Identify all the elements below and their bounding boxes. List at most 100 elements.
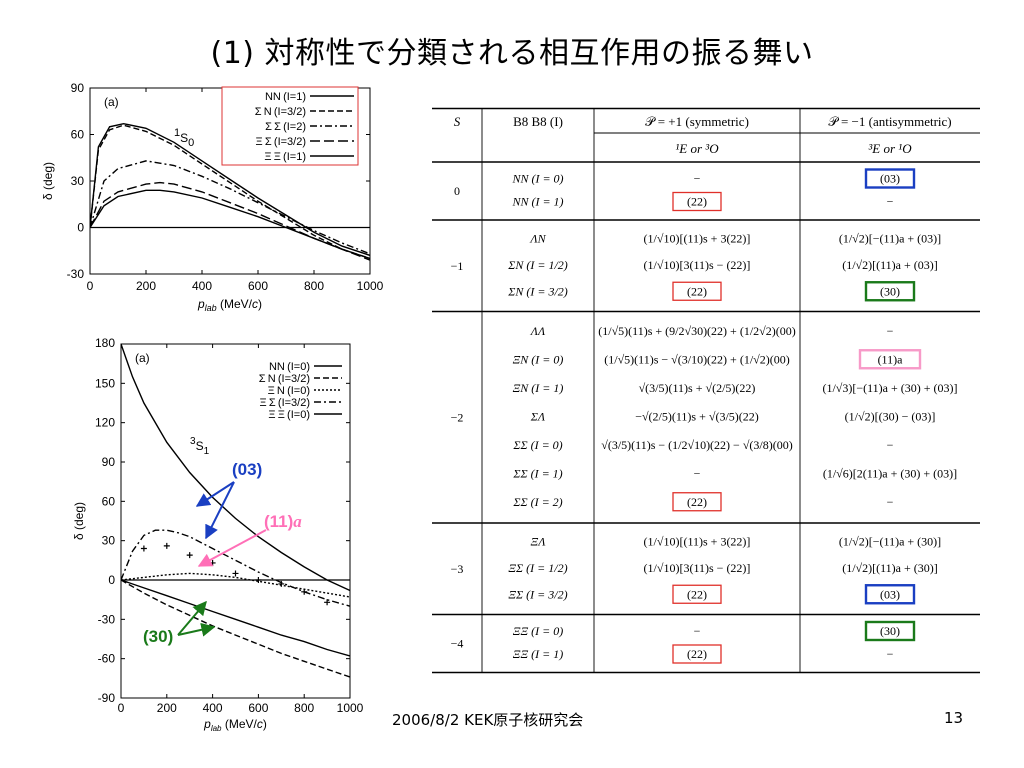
y-axis-label: δ (deg) — [41, 162, 55, 200]
cell-anti: (1/√6)[2(11)a + (30) + (03)] — [823, 466, 957, 480]
slide-title: (1) 対称性で分類される相互作用の振る舞い — [210, 36, 814, 71]
legend-label-4: Ξ Σ (I=3/2) — [260, 397, 310, 409]
cell-s: −2 — [451, 410, 464, 424]
y-tick-label: 30 — [102, 534, 116, 548]
legend-label-5: Ξ Ξ (I=1) — [264, 151, 306, 163]
cell-sym: (1/√5)(11)s + (9/2√30)(22) + (1/2√2)(00) — [598, 324, 795, 338]
y-axis-label: δ (deg) — [72, 502, 86, 540]
arrow-11a — [197, 529, 267, 567]
footer-date: 2006/8/2 KEK原子核研究会 — [392, 711, 584, 729]
arrow-30-sn — [177, 600, 207, 636]
series-line-2 — [121, 579, 350, 678]
cell-anti: − — [887, 438, 894, 452]
panel-label: (a) — [104, 95, 119, 109]
cell-sym: (22) — [687, 284, 707, 298]
header-sym-sub: ¹E or ³O — [675, 141, 719, 156]
annotation-11a: (11)a — [264, 512, 302, 531]
header-pair: B8 B8 (I) — [513, 114, 563, 129]
cell-box-red — [672, 281, 722, 301]
cell-pair: ΣΛ — [530, 409, 546, 423]
data-point — [140, 545, 147, 552]
legend-label-3: Ξ N (I=0) — [268, 385, 310, 397]
y-tick-label: 0 — [108, 573, 115, 587]
cell-s: −4 — [451, 637, 464, 651]
cell-anti: (1/√2)[(11)a + (03)] — [842, 258, 938, 272]
cell-sym: (1/√5)(11)s − √(3/10)(22) + (1/√2)(00) — [604, 352, 789, 366]
y-tick-label: 60 — [102, 494, 116, 508]
series-line-3 — [121, 572, 350, 598]
data-point — [232, 570, 239, 577]
cell-box-red — [672, 584, 722, 604]
cell-anti: (03) — [880, 587, 900, 601]
header-sym: 𝒫 = +1 (symmetric) — [645, 114, 749, 129]
cell-anti: − — [887, 324, 894, 338]
cell-pair: ΞΣ (I = 3/2) — [508, 587, 567, 601]
cell-sym: (1/√10)[3(11)s − (22)] — [644, 561, 751, 575]
y-tick-label: 60 — [71, 128, 85, 142]
series-line-5 — [90, 189, 370, 260]
x-axis-label: plab (MeV/c) — [197, 297, 262, 313]
data-point — [186, 552, 193, 559]
data-point — [324, 599, 331, 606]
cell-pair: ΣN (I = 3/2) — [507, 284, 568, 298]
x-tick-label: 800 — [304, 279, 324, 293]
cell-pair: ΞΣ (I = 1/2) — [508, 561, 567, 575]
cell-s: −1 — [451, 259, 464, 273]
y-tick-label-top: 180 — [95, 336, 115, 350]
y-tick-label: 0 — [77, 221, 84, 235]
cell-box-red — [672, 492, 722, 512]
x-axis-label: plab (MeV/c) — [203, 717, 267, 733]
y-tick-label: -30 — [98, 612, 116, 626]
series-line-4 — [90, 181, 370, 261]
x-tick-label: 0 — [118, 701, 125, 715]
legend-label-3: Σ Σ (I=2) — [265, 121, 306, 133]
cell-s: 0 — [454, 184, 460, 198]
cell-box-green — [864, 281, 916, 302]
x-tick-label: 600 — [248, 279, 268, 293]
x-tick-label: 200 — [136, 279, 156, 293]
y-tick-label: -60 — [98, 652, 116, 666]
wave-label: 1S0 — [174, 127, 194, 149]
cell-anti: (30) — [880, 284, 900, 298]
cell-box-blue — [864, 584, 916, 605]
cell-anti: (1/√2)[(30) − (03)] — [845, 409, 936, 423]
cell-anti: (1/√2)[−(11)a + (30)] — [839, 534, 941, 548]
series-line-4 — [121, 529, 350, 607]
cell-pair: ΞΛ — [531, 534, 547, 548]
x-tick-label: 0 — [87, 279, 94, 293]
cell-s: −3 — [451, 562, 464, 576]
data-point — [163, 542, 170, 549]
cell-sym: − — [694, 172, 701, 186]
cell-anti: (03) — [880, 172, 900, 186]
data-point — [255, 577, 262, 583]
legend-label-1: NN (I=1) — [265, 91, 306, 103]
data-point — [278, 580, 285, 587]
cell-box-red — [672, 191, 722, 212]
y-tick-label: -30 — [67, 267, 85, 281]
cell-sym: −√(2/5)(11)s + √(3/5)(22) — [635, 409, 759, 423]
cell-pair: ΛΛ — [530, 324, 546, 338]
annotation-30: (30) — [143, 627, 173, 646]
cell-sym: − — [694, 466, 701, 480]
cell-pair: ΣN (I = 1/2) — [507, 258, 568, 272]
cell-sym: √(3/5)(11)s − (1/2√10)(22) − √(3/8)(00) — [601, 438, 792, 452]
x-tick-label: 1000 — [337, 701, 364, 715]
header-s: S — [454, 114, 461, 129]
cell-pair: ΞN (I = 0) — [513, 352, 564, 366]
x-tick-label: 600 — [248, 701, 268, 715]
cell-pair: ΛN — [529, 231, 546, 245]
cell-sym: (22) — [687, 647, 707, 661]
cell-sym: (1/√10)[(11)s + 3(22)] — [644, 534, 751, 548]
y-tick-label: -90 — [98, 691, 116, 705]
x-tick-label: 800 — [294, 701, 314, 715]
cell-anti: − — [887, 647, 894, 661]
cell-pair: ΣΣ (I = 0) — [512, 438, 562, 452]
cell-anti: (30) — [880, 624, 900, 638]
cell-pair: ΣΣ (I = 2) — [512, 495, 562, 509]
series-line-1 — [121, 344, 350, 592]
cell-sym: (22) — [687, 587, 707, 601]
cell-anti: (1/√3)[−(11)a + (30) + (03)] — [822, 381, 957, 395]
series-line-3 — [90, 160, 370, 255]
plot-frame — [120, 343, 351, 699]
